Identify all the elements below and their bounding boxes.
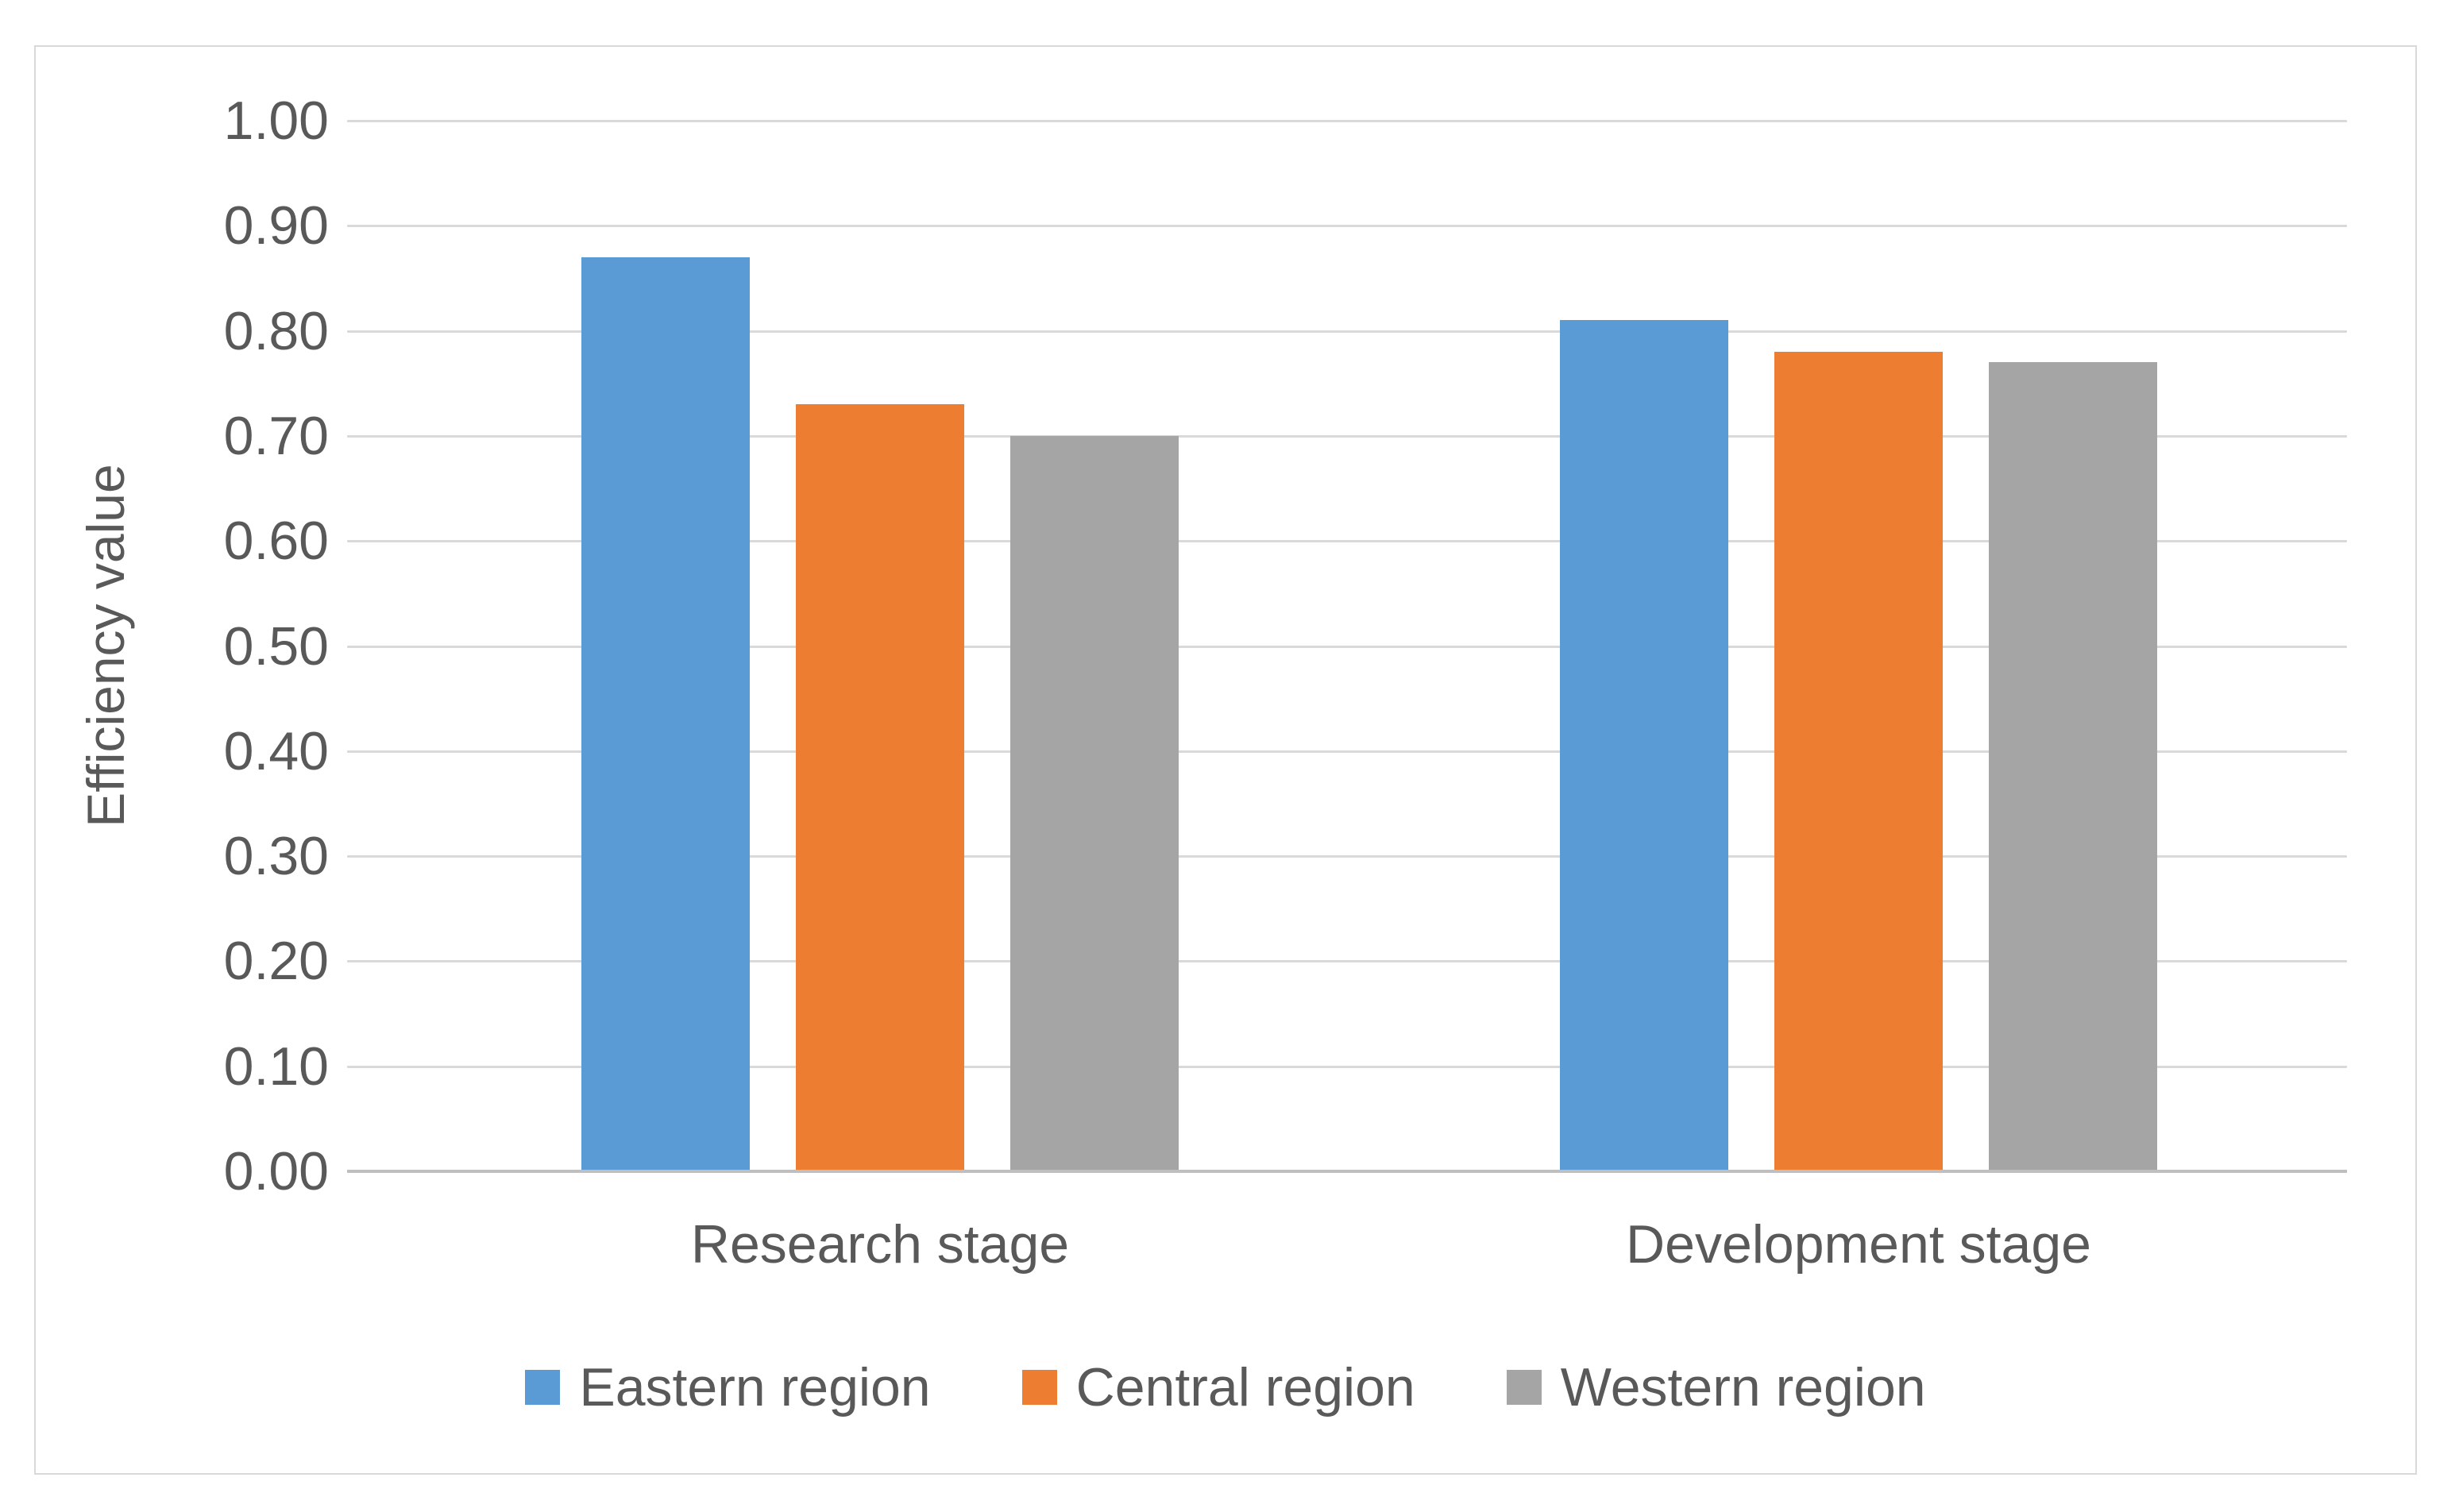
- y-tick-label: 1.00: [223, 91, 329, 151]
- y-tick-label: 0.90: [223, 195, 329, 256]
- gridline: [347, 645, 2347, 648]
- y-axis-title-text: Efficiency value: [76, 464, 135, 827]
- x-axis-line-segment: [347, 1170, 2347, 1173]
- legend-item-eastern-region: Eastern region: [525, 1356, 931, 1419]
- legend-label: Western region: [1560, 1357, 1926, 1418]
- gridline: [347, 750, 2347, 753]
- gridline: [347, 225, 2347, 228]
- y-tick-label: 0.50: [223, 615, 329, 677]
- gridline: [347, 1065, 2347, 1068]
- gridline: [347, 540, 2347, 543]
- bar-central-region-research-stage: [796, 404, 964, 1171]
- y-tick-label: 0.10: [223, 1036, 329, 1097]
- category-label-research-stage: Research stage: [690, 1214, 1070, 1275]
- gridline: [347, 434, 2347, 438]
- bar-eastern-region-research-stage: [581, 256, 750, 1171]
- y-tick-label: 0.80: [223, 300, 329, 361]
- legend-label: Eastern region: [579, 1357, 931, 1418]
- category-label-development-stage: Development stage: [1626, 1214, 2091, 1275]
- bar-western-region-research-stage: [1010, 435, 1179, 1171]
- y-tick-label: 0.30: [223, 826, 329, 887]
- bar-eastern-region-development-stage: [1560, 320, 1728, 1171]
- legend-item-western-region: Western region: [1506, 1356, 1926, 1419]
- y-tick-label: 0.40: [223, 720, 329, 781]
- y-tick-label: 0.20: [223, 931, 329, 992]
- legend: Eastern region Central region Western regi…: [36, 1356, 2415, 1419]
- legend-item-central-region: Central region: [1021, 1356, 1415, 1419]
- legend-label: Central region: [1075, 1357, 1415, 1418]
- y-tick-label: 0.70: [223, 405, 329, 466]
- y-tick-label: 0.60: [223, 511, 329, 572]
- y-tick-label: 0.00: [223, 1141, 329, 1202]
- gridline: [347, 120, 2347, 122]
- legend-swatch-eastern-region: [525, 1370, 561, 1405]
- gridline: [347, 330, 2347, 333]
- legend-swatch-central-region: [1021, 1370, 1057, 1405]
- legend-swatch-western-region: [1506, 1370, 1542, 1405]
- gridline: [347, 960, 2347, 963]
- gridline: [347, 855, 2347, 858]
- bar-central-region-development-stage: [1774, 352, 1943, 1171]
- bar-western-region-development-stage: [1989, 362, 2157, 1171]
- chart-frame: 0.00 0.10 0.20 0.30 0.40 0.50 0.60 0.70 0.80 0.90…: [34, 45, 2417, 1475]
